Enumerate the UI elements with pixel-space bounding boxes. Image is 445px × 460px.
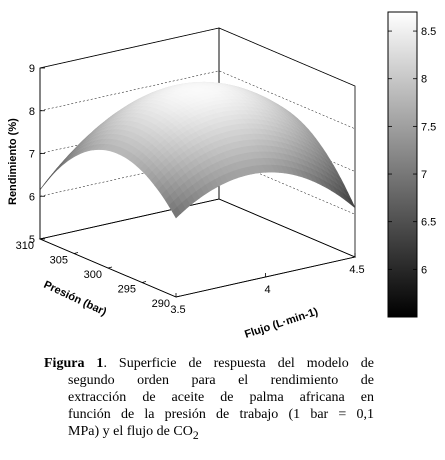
z-gridline-1 [39, 156, 356, 215]
colorbar: 6 6.5 7 7.5 8 8.5 [387, 11, 436, 318]
surface-patch [172, 206, 182, 219]
z-gridline-4 [39, 27, 356, 87]
colorbar-tick-label: 7 [421, 169, 427, 181]
axis-ticks: 5 6 7 8 9 290 295 300 305 310 3.5 4 4.5 [16, 63, 365, 316]
caption-line-5: MPa) y el flujo de CO2 [68, 424, 199, 442]
y-tick-label: 290 [152, 298, 170, 310]
colorbar-tick-label: 8.5 [421, 26, 436, 38]
y-tick-mark [175, 295, 181, 298]
response-surface [39, 81, 356, 219]
y-axis-label: Presión (bar) [42, 279, 109, 319]
z-tick-label: 5 [29, 234, 35, 246]
colorbar-tick-label: 8 [421, 74, 427, 86]
surface-plot: 5 6 7 8 9 290 295 300 305 310 3.5 4 4.5 Rendimiento … [7, 11, 436, 341]
z-tick-label: 6 [29, 191, 35, 203]
y-tick-mark [141, 281, 147, 283]
y-tick-label: 310 [16, 240, 34, 252]
y-tick-mark [39, 237, 45, 240]
y-tick-label: 305 [50, 255, 68, 267]
x-axis-label: Flujo (L·min-1) [243, 306, 320, 341]
colorbar-tick-label: 7.5 [421, 121, 436, 133]
z-gridline-3 [39, 70, 356, 130]
y-tick-label: 295 [118, 284, 136, 296]
z-tick-label: 9 [29, 63, 35, 75]
caption-label: Figura 1 [44, 356, 104, 371]
z-tick-label: 8 [29, 106, 35, 118]
y-tick-mark [73, 252, 79, 254]
floor [38, 198, 357, 298]
caption-line-4: función de la presión de trabajo (1 bar … [68, 407, 374, 422]
figure-caption: Figura 1. Superficie de respuesta del mo… [44, 355, 374, 444]
z-gridline-0 [39, 198, 356, 258]
caption-line-1: Figura 1. Superficie de respuesta del mo… [44, 356, 374, 371]
colorbar-tick-label: 6.5 [421, 217, 436, 229]
colorbar-gradient [387, 11, 418, 318]
y-tick-label: 300 [84, 269, 102, 281]
colorbar-tick-label: 6 [421, 264, 427, 276]
x-tick-label: 4 [264, 284, 270, 296]
z-tick-label: 7 [29, 149, 35, 161]
caption-line-3: extracción de aceite de palma africana e… [68, 390, 374, 405]
z-axis-label: Rendimiento (%) [7, 118, 19, 205]
y-tick-mark [107, 266, 113, 269]
x-tick-label: 4.5 [349, 264, 364, 276]
caption-line-2: segundo orden para el rendimiento de [68, 373, 374, 388]
x-tick-label: 3.5 [170, 304, 185, 316]
